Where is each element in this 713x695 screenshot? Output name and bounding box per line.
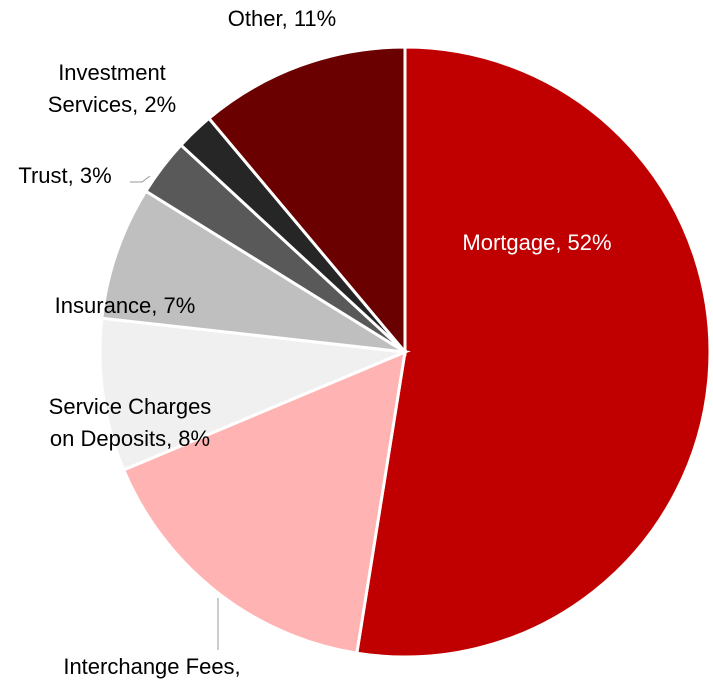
- data-label-line: Services, 2%: [48, 92, 176, 117]
- data-label: Trust, 3%: [18, 163, 111, 188]
- pie-slice: [121, 349, 407, 655]
- pie-slice: [98, 316, 411, 472]
- data-label-line: Insurance, 7%: [55, 293, 196, 318]
- data-label: Service Charges on Deposits, 8%: [49, 394, 212, 451]
- data-label: Other, 11%: [228, 6, 336, 31]
- data-label-line: on Deposits, 8%: [50, 426, 210, 451]
- data-label-line: Trust, 3%: [18, 163, 111, 188]
- pie-slice: [100, 189, 406, 354]
- data-label: Investment Services, 2%: [48, 60, 176, 117]
- data-label-line: Service Charges: [49, 394, 212, 419]
- data-label: Interchange Fees, 16%: [63, 654, 240, 690]
- data-label-line: Interchange Fees,: [63, 654, 240, 679]
- leader-line: [130, 175, 151, 183]
- pie-slice: [206, 45, 407, 357]
- data-label-line: Mortgage, 52%: [462, 230, 611, 255]
- data-label: Mortgage, 52%: [462, 230, 611, 255]
- data-label: Insurance, 7%: [55, 293, 196, 318]
- data-label-line: Investment: [58, 60, 166, 85]
- data-label-line: 16%: [130, 686, 174, 690]
- data-label-line: Other, 11%: [228, 6, 336, 31]
- pie-slice: [355, 45, 712, 659]
